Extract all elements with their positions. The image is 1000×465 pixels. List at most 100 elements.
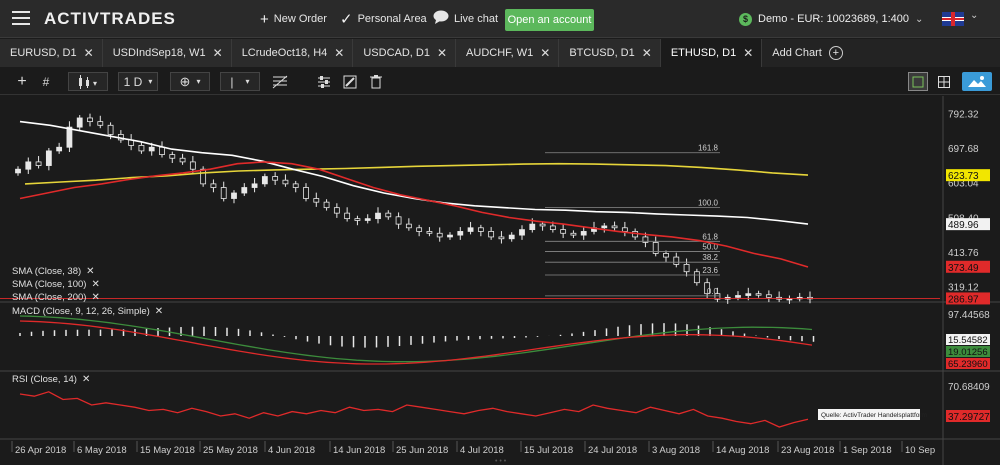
add-indicator-button[interactable]: ⊕ ▾ [170,72,210,91]
candle [303,187,309,199]
tab-ethusd[interactable]: ETHUSD, D1 ✕ [660,39,763,67]
new-order-button[interactable]: + New Order [260,10,327,28]
fib-level-label: 0.0 [707,287,719,296]
candle [107,124,114,135]
fib-level-label: 50.0 [702,243,718,252]
candle [189,161,196,170]
candle [477,227,484,232]
candle [97,121,104,126]
macd-value-box [946,334,990,345]
cloud-mountain-icon[interactable] [962,72,992,91]
candle [148,146,155,152]
edit-drawing-icon[interactable] [340,72,360,91]
tab-usdcad[interactable]: USDCAD, D1 ✕ [353,39,457,67]
close-icon[interactable]: ✕ [83,46,94,60]
fib-level-label: 38.2 [702,253,718,262]
candle [25,161,32,170]
candle [663,253,669,258]
price-label-box [946,218,990,231]
candle [261,176,268,185]
close-icon[interactable]: ✕ [91,279,100,290]
settings-icon[interactable] [314,72,334,91]
price-label-text: 489.96 [948,220,979,231]
candle [395,216,402,225]
candle [693,271,700,284]
price-pane: 792.32697.68603.04508.40413.76319.12161.… [0,96,1000,465]
legend-macd: MACD (Close, 9, 12, 26, Simple) ✕ [12,306,164,317]
chat-bubble-icon [433,10,449,28]
crosshair-icon[interactable]: + [17,72,27,90]
close-icon[interactable]: ✕ [436,46,448,60]
candle [45,150,52,166]
quad-layout-icon[interactable] [934,72,954,91]
line-style-selector[interactable]: | ▾ [220,72,260,91]
candle [580,231,587,236]
close-icon[interactable]: ✕ [81,374,91,385]
single-layout-icon[interactable] [908,72,928,91]
resize-handle: • • • [495,458,507,465]
close-icon[interactable]: ✕ [91,292,100,303]
add-chart-button[interactable]: Add Chart + [762,39,851,67]
candle [652,242,659,254]
menu-icon[interactable] [12,11,30,25]
candle [272,176,279,181]
plus-circle-icon: + [828,46,843,60]
account-selector[interactable]: $ Demo - EUR: 10023689, 1:400 ⌄ [739,0,923,38]
tab-lcrude[interactable]: LCrudeOct18, H4 ✕ [231,39,354,67]
close-icon[interactable]: ✕ [212,46,223,60]
candle [66,126,73,148]
candle [611,225,618,229]
candle [426,231,433,234]
candle [447,234,453,238]
macd-value-box [946,358,990,369]
x-axis-label: 25 May 2018 [203,445,258,456]
candle [333,207,340,214]
candle [519,229,525,236]
close-icon[interactable]: ✕ [743,46,754,60]
candle [292,183,299,188]
language-chevron-icon[interactable]: ⌄ [970,10,979,21]
rsi-pane: 70.68409 37.29727 Quelle: ActivTrader Hand… [19,382,990,428]
open-account-button[interactable]: Open an account [505,9,594,31]
trash-icon[interactable] [366,72,386,91]
uk-flag-icon[interactable] [942,12,964,26]
close-icon[interactable]: ✕ [154,306,164,317]
price-label-box [946,260,990,273]
candle [673,256,680,265]
chart-toolbar: + # ▾ 1 D ▾ ⊕ ▾ | ▾ [0,68,1000,95]
close-icon[interactable]: ✕ [334,46,345,60]
candle [570,232,577,236]
fib-level-label: 161.8 [698,144,719,153]
candle [35,161,42,166]
candle [354,218,361,221]
svg-text:▾: ▾ [93,79,97,88]
chart-canvas[interactable]: 792.32697.68603.04508.40413.76319.12161.… [0,96,1000,465]
candle [138,145,145,152]
candle [323,201,330,209]
tab-usdind[interactable]: USDIndSep18, W1 ✕ [102,39,232,67]
source-note: Quelle: ActivTrader Handelsplattform [821,412,927,419]
personal-area-button[interactable]: ✓ Personal Area [340,11,427,28]
live-chat-button[interactable]: Live chat [433,0,498,38]
x-axis-label: 4 Jun 2018 [268,445,315,456]
candle [621,227,628,232]
fibonacci-icon[interactable] [270,72,290,91]
candle [231,192,237,199]
tab-eurusd[interactable]: EURUSD, D1 ✕ [0,39,103,67]
close-icon[interactable]: ✕ [540,46,551,60]
tab-audchf[interactable]: AUDCHF, W1 ✕ [456,39,560,67]
grid-icon[interactable]: # [42,74,50,89]
close-icon[interactable]: ✕ [641,46,652,60]
chart-type-selector[interactable]: ▾ [68,72,108,91]
x-axis: 26 Apr 2018 6 May 2018 15 May 2018 25 May 2… [11,441,935,465]
chart-area[interactable]: 792.32697.68603.04508.40413.76319.12161.… [0,96,1000,465]
legend-sma200: SMA (Close, 200) ✕ [12,292,100,303]
x-axis-label: 1 Sep 2018 [843,445,892,456]
sma38-line [19,161,809,268]
x-axis-label: 10 Sep [905,445,935,456]
timeframe-selector[interactable]: 1 D ▾ [118,72,158,91]
close-icon[interactable]: ✕ [86,266,95,277]
tab-btcusd[interactable]: BTCUSD, D1 ✕ [559,39,661,67]
candle [251,183,258,188]
candle [704,282,711,295]
